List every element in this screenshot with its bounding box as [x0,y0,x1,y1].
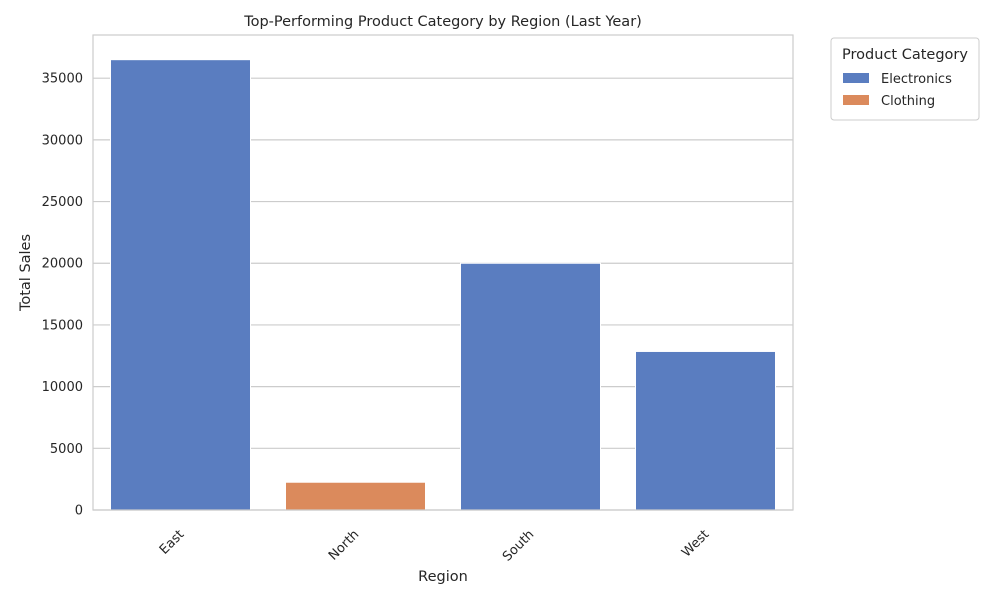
y-tick-label: 20000 [42,257,83,272]
legend: Product Category Electronics Clothing [830,37,980,121]
x-axis-label: Region [418,569,468,585]
legend-swatch-clothing [843,95,869,105]
bar-east [110,59,251,511]
y-tick-label: 15000 [42,318,83,333]
legend-title: Product Category [842,47,968,63]
legend-label-clothing: Clothing [881,94,935,109]
chart-title: Top-Performing Product Category by Regio… [243,14,642,30]
bar-west [635,350,776,511]
y-ticks: 0 5000 10000 15000 20000 25000 30000 35000 [42,72,83,519]
legend-label-electronics: Electronics [881,72,952,87]
bar-south [460,262,601,511]
y-axis-label: Total Sales [18,234,34,312]
legend-entries: Electronics Clothing [843,72,952,109]
bars [110,59,776,511]
y-tick-label: 25000 [42,195,83,210]
y-tick-label: 10000 [42,380,83,395]
y-tick-label: 30000 [42,133,83,148]
legend-swatch-electronics [843,73,869,83]
bar-north [285,481,426,511]
y-tick-label: 35000 [42,72,83,87]
y-tick-label: 5000 [50,442,83,457]
y-tick-label: 0 [75,504,83,519]
plot-frame [92,34,794,511]
